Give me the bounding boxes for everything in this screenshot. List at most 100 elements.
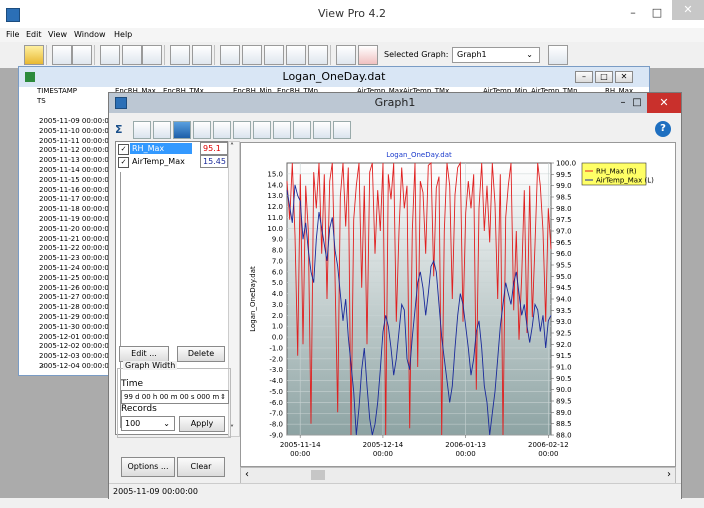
table-row[interactable]: 2005-12-02 00:00:0 — [39, 342, 109, 351]
col-header-rh-max[interactable]: RH_Max — [605, 87, 634, 95]
copy-icon[interactable] — [133, 121, 151, 139]
print-icon[interactable] — [192, 45, 212, 65]
col-header-airtemp-max[interactable]: AirTemp_Max — [357, 87, 404, 95]
scroll-up-icon[interactable]: ˄ — [230, 142, 234, 151]
trace-name-airtemp-max[interactable]: AirTemp_Max — [132, 157, 185, 166]
tile-horizontal-icon[interactable] — [100, 45, 120, 65]
open-folder-icon[interactable] — [24, 45, 44, 65]
bar-chart-icon[interactable] — [286, 45, 306, 65]
minimize-icon[interactable]: – — [575, 71, 593, 83]
table-row[interactable]: 2005-11-09 00:00:0 — [39, 117, 109, 125]
menu-file[interactable]: File — [6, 30, 20, 39]
statistics-icon[interactable]: Σ — [115, 123, 123, 136]
table-row[interactable]: 2005-11-21 00:00:0 — [39, 234, 109, 243]
col-header-airtemp-min[interactable]: AirTemp_Min — [483, 87, 528, 95]
col-header-encrh-min[interactable]: EncRH_Min — [233, 87, 272, 95]
trace-name-rh-max[interactable]: RH_Max — [130, 143, 192, 154]
line-graph-icon[interactable] — [213, 121, 231, 139]
minimize-icon[interactable]: – — [630, 6, 636, 19]
table-row[interactable]: 2005-11-16 00:00:0 — [39, 185, 109, 194]
close-icon[interactable]: ✕ — [647, 93, 681, 113]
scroll-left-icon[interactable]: ‹ — [245, 469, 249, 480]
options-button[interactable]: Options ... — [121, 457, 175, 477]
stepper-arrows-icon[interactable]: ⇕ — [220, 393, 226, 401]
help-icon[interactable]: ? — [655, 121, 671, 137]
col-header-encrh-tmn[interactable]: EncRH_TMn — [277, 87, 319, 95]
cascade-icon[interactable] — [72, 45, 92, 65]
trace-list-scrollbar[interactable]: ˄ ˅ — [228, 141, 240, 437]
line-graph-icon[interactable] — [220, 45, 240, 65]
restore-icon[interactable]: □ — [595, 71, 613, 83]
table-row[interactable]: 2005-11-23 00:00:0 — [39, 254, 109, 263]
scroll-thumb[interactable] — [311, 470, 325, 480]
grid-icon[interactable] — [293, 121, 311, 139]
table-row[interactable]: 2005-11-24 00:00:0 — [39, 264, 109, 272]
scroll-right-icon[interactable]: › — [667, 469, 671, 480]
refresh-icon[interactable] — [142, 45, 162, 65]
menu-view[interactable]: View — [48, 30, 67, 39]
print-icon[interactable] — [153, 121, 171, 139]
table-row[interactable]: 2005-11-13 00:00:0 — [39, 156, 109, 165]
maximize-icon[interactable]: □ — [632, 97, 642, 108]
table-row[interactable]: 2005-12-03 00:00:0 — [39, 352, 109, 361]
chart-area[interactable]: 15.0 14.0 13.0 12.0 11.0 10.0 9.0 8.0 7.0 6.0 5.0 4… — [240, 142, 676, 467]
xy-plot-icon[interactable] — [264, 45, 284, 65]
selected-graph-select[interactable]: Graph1 ⌄ — [452, 47, 540, 63]
menu-edit[interactable]: Edit — [26, 30, 42, 39]
menu-window[interactable]: Window — [74, 30, 106, 39]
col-header-airtemp-tmx[interactable]: AirTemp_TMx — [403, 87, 450, 95]
table-row[interactable]: 2005-11-30 00:00:0 — [39, 322, 109, 331]
table-row[interactable]: 2005-11-26 00:00:0 — [39, 283, 109, 292]
table-row[interactable]: 2005-11-25 00:00:0 — [39, 273, 109, 282]
table-row[interactable]: 2005-11-10 00:00:0 — [39, 126, 109, 135]
col-header-airtemp-tmn[interactable]: AirTemp_TMn — [531, 87, 578, 95]
records-select[interactable]: 100 ⌄ — [121, 416, 175, 431]
histogram-icon[interactable] — [242, 45, 262, 65]
table-row[interactable]: 2005-12-04 00:00:0 — [39, 362, 109, 370]
table-row[interactable]: 2005-11-18 00:00:0 — [39, 205, 109, 214]
chart-icon[interactable] — [273, 121, 291, 139]
table-row[interactable]: 2005-11-20 00:00:0 — [39, 224, 109, 233]
clear-button[interactable]: Clear — [177, 457, 225, 477]
rainflow-icon[interactable] — [308, 45, 328, 65]
table-row[interactable]: 2005-11-11 00:00:0 — [39, 136, 109, 145]
close-icon[interactable]: ✕ — [672, 0, 704, 20]
properties-icon[interactable] — [193, 121, 211, 139]
col-header-timestamp[interactable]: TIMESTAMP — [37, 87, 78, 95]
table-row[interactable]: 2005-11-27 00:00:0 — [39, 293, 109, 302]
scroll-down-icon[interactable]: ˅ — [230, 424, 234, 433]
close-icon[interactable]: ✕ — [615, 71, 633, 83]
edit-trace-button[interactable]: Edit ... — [119, 346, 169, 362]
table-row[interactable]: 2005-11-12 00:00:0 — [39, 146, 109, 155]
close-graph-icon[interactable] — [358, 45, 378, 65]
refresh-icon[interactable] — [313, 121, 331, 139]
scroll-left-icon[interactable]: ‹ — [41, 361, 45, 370]
table-row[interactable]: 2005-11-15 00:00:0 — [39, 175, 109, 184]
table-row[interactable]: 2005-11-14 00:00:0 — [39, 166, 109, 174]
minimize-icon[interactable]: – — [620, 97, 626, 108]
split-icon[interactable] — [253, 121, 271, 139]
time-width-stepper[interactable]: 99 d 00 h 00 m 00 s 000 m ⇕ — [121, 390, 229, 404]
apply-button[interactable]: Apply — [179, 416, 225, 432]
table-icon[interactable] — [233, 121, 251, 139]
col-header-encrh-max[interactable]: EncRH_Max — [115, 87, 156, 95]
maximize-icon[interactable]: □ — [651, 6, 663, 19]
table-row[interactable]: 2005-11-19 00:00:0 — [39, 215, 109, 223]
zoom-icon[interactable] — [333, 121, 351, 139]
table-row[interactable]: 2005-12-01 00:00:0 — [39, 332, 109, 341]
table-row[interactable]: 2005-11-29 00:00:0 — [39, 313, 109, 321]
table-row[interactable]: 2005-11-17 00:00:0 — [39, 195, 109, 204]
zoom-icon[interactable] — [170, 45, 190, 65]
table-row[interactable]: 2005-11-22 00:00:0 — [39, 244, 109, 253]
chart-horizontal-scrollbar[interactable]: ‹ › — [240, 467, 676, 485]
tile-vertical-icon[interactable] — [122, 45, 142, 65]
save-icon[interactable] — [173, 121, 191, 139]
graph-window-icon[interactable] — [336, 45, 356, 65]
trace-checkbox-airtemp-max[interactable]: ✓ — [118, 157, 129, 168]
table-row[interactable]: 2005-11-28 00:00:0 — [39, 303, 109, 312]
menu-help[interactable]: Help — [114, 30, 133, 39]
col-header-encrh-tmx[interactable]: EncRH_TMx — [163, 87, 204, 95]
copy-icon[interactable] — [52, 45, 72, 65]
trace-checkbox-rh-max[interactable]: ✓ — [118, 144, 129, 155]
delete-trace-button[interactable]: Delete — [177, 346, 225, 362]
